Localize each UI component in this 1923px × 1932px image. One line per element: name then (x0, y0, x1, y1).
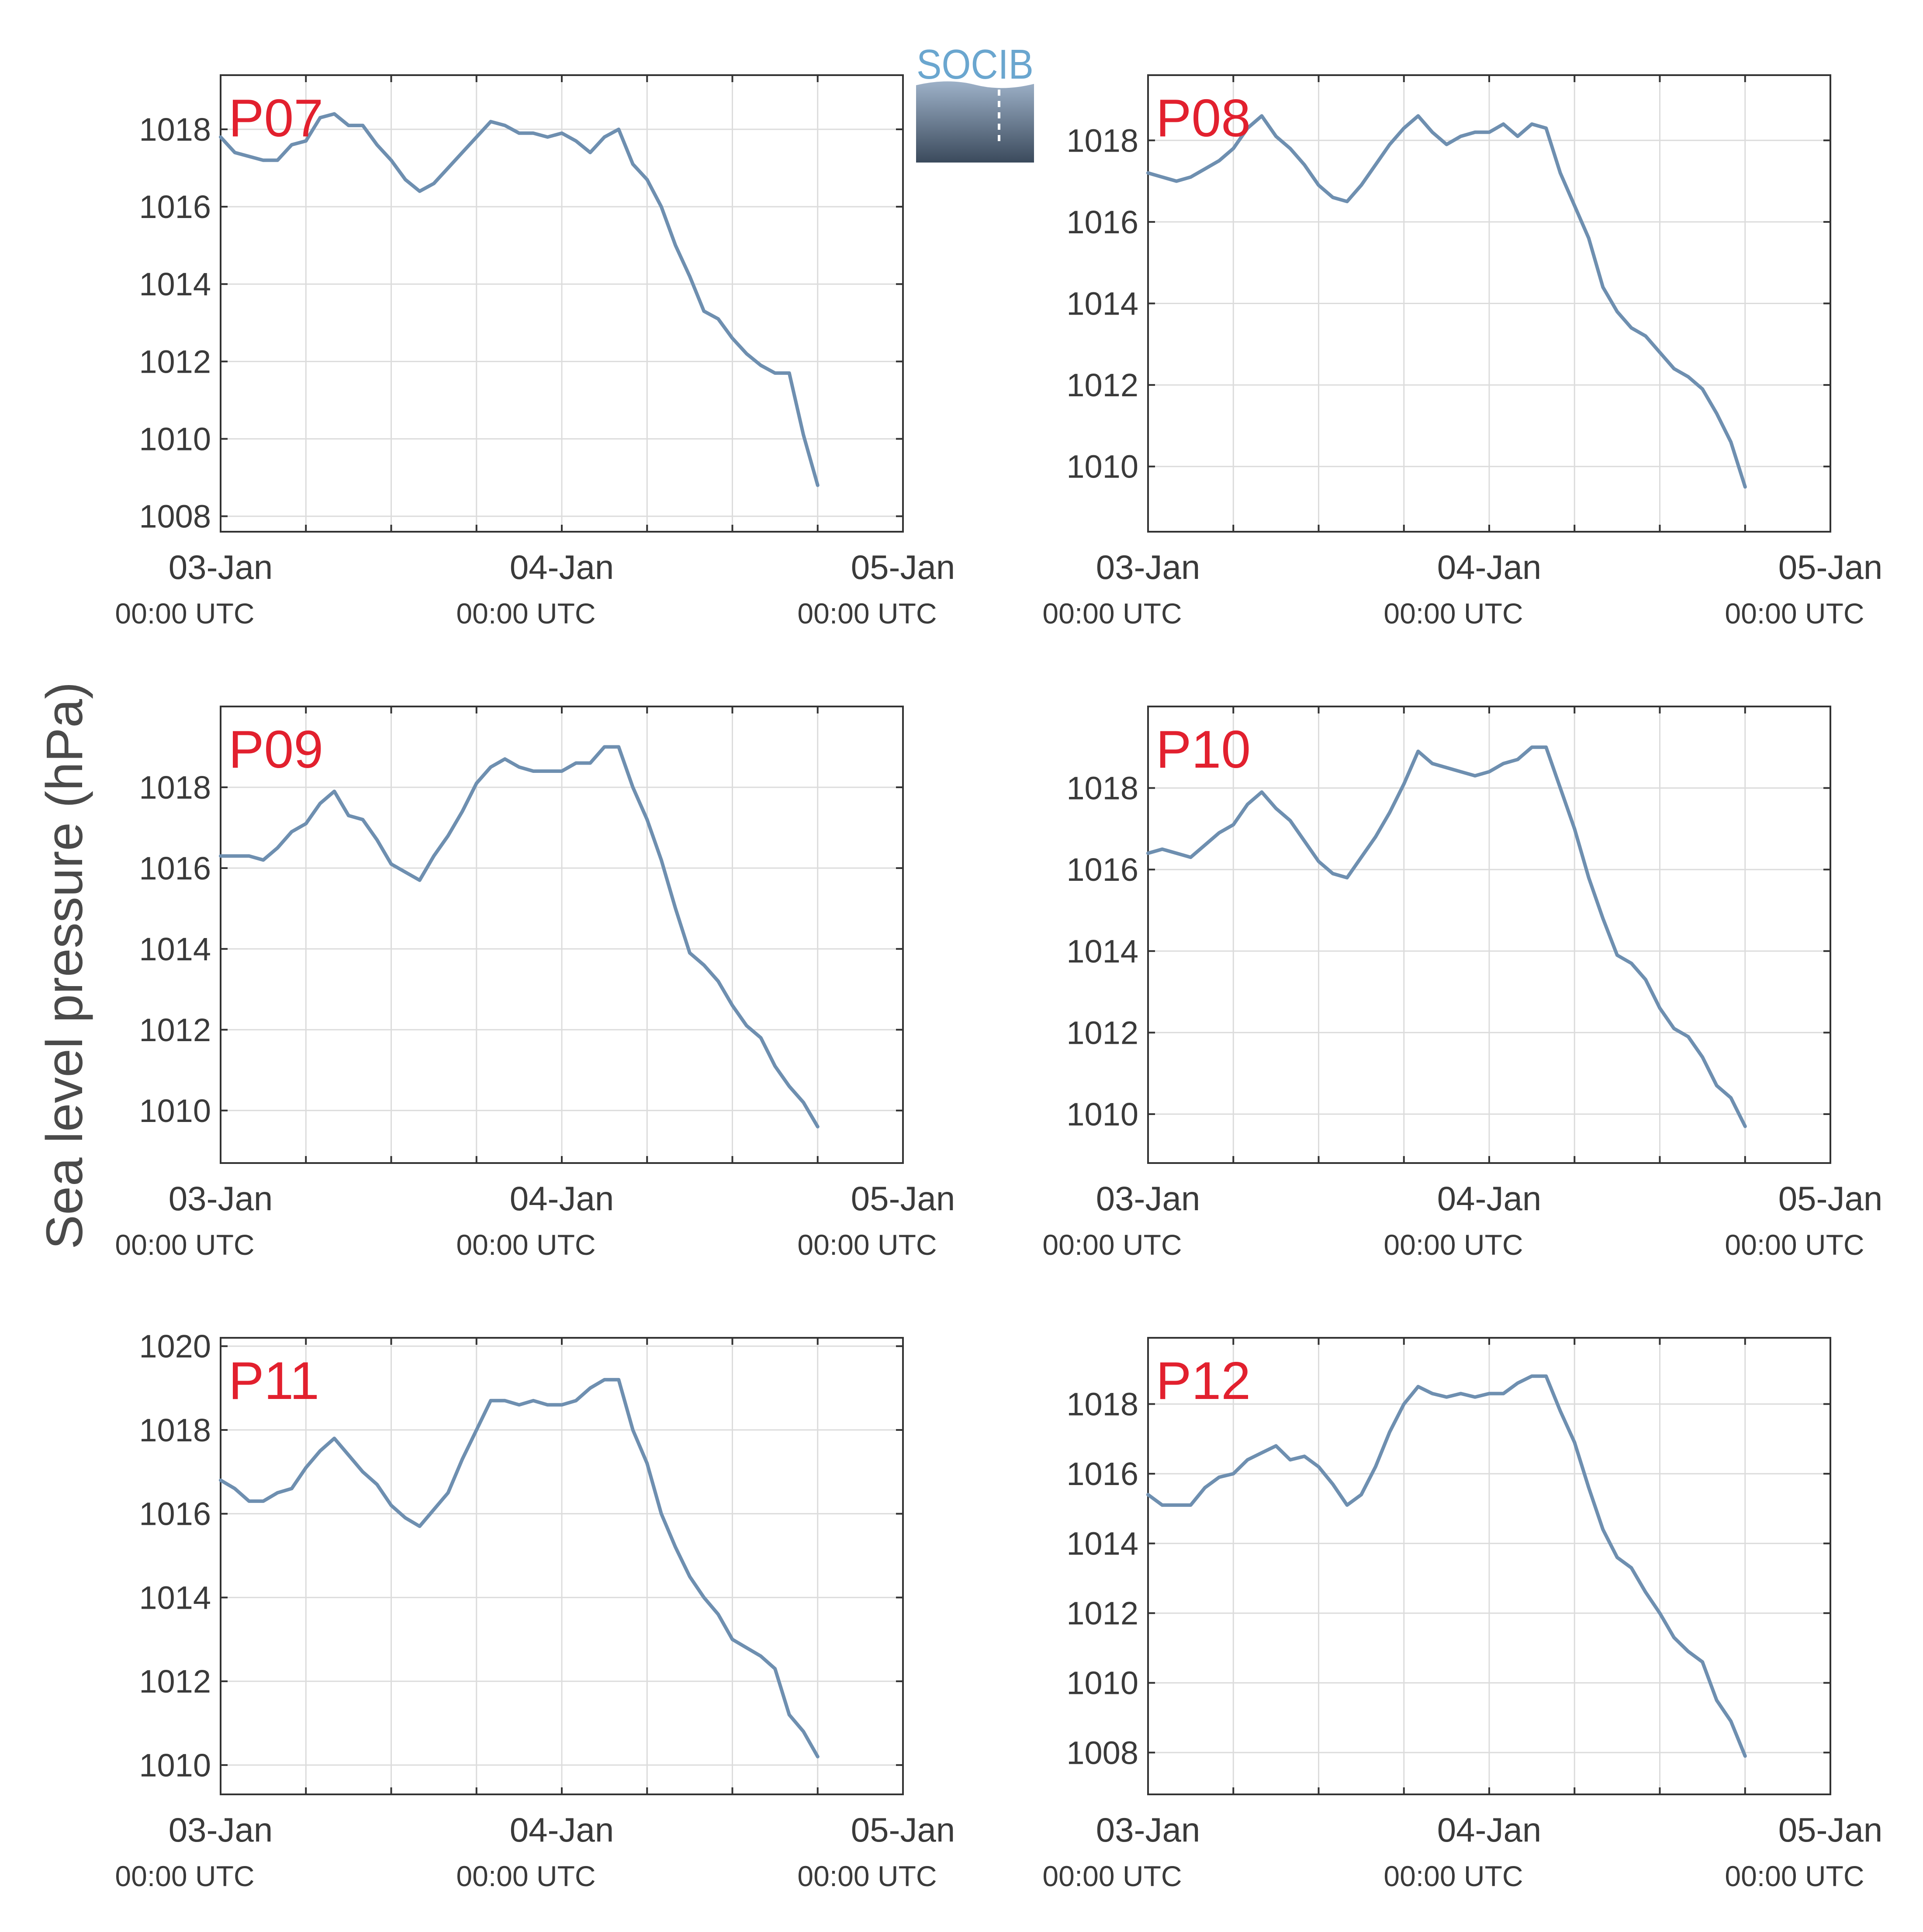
panel-p12-y-tick-label: 1010 (1066, 1665, 1138, 1701)
panel-p12-x-time-label: 00:00 UTC (1725, 1860, 1864, 1892)
panel-p07-y-tick-label: 1016 (139, 189, 211, 225)
panel-p11-y-tick-label: 1012 (139, 1663, 211, 1700)
panel-p09-label: P09 (228, 720, 323, 779)
socib-logo-wave (916, 81, 1034, 163)
panel-p07-x-time-label: 00:00 UTC (797, 597, 937, 630)
panel-p08-x-date-label: 04-Jan (1437, 548, 1542, 586)
panel-p09-pressure-line (219, 745, 820, 1129)
panel-p10-y-tick-label: 1018 (1066, 770, 1138, 807)
panel-p10-y-tick-label: 1012 (1066, 1014, 1138, 1051)
panel-p08-y-tick-label: 1016 (1066, 204, 1138, 240)
panel-p08-y-tick-label: 1014 (1066, 286, 1138, 322)
socib-logo-text: SOCIB (917, 41, 1034, 88)
panel-p12-y-tick-label: 1016 (1066, 1456, 1138, 1492)
panel-p11-y-tick-label: 1016 (139, 1496, 211, 1532)
panel-p08-x-time-label: 00:00 UTC (1383, 597, 1523, 630)
panel-p09: 1010 1012 1014 1016 1018 03-Jan 00:00 UTC 04-Ja… (115, 706, 955, 1261)
panel-p07-x-time-label: 00:00 UTC (115, 597, 254, 630)
panel-p09-y-tick-label: 1016 (139, 850, 211, 886)
panel-p12: 1008 1010 1012 1014 1016 1018 03-Jan 00:00 UTC 0… (1042, 1337, 1883, 1892)
panel-p08-x-time-label: 00:00 UTC (1725, 597, 1864, 630)
panel-p08-axes-frame (1147, 74, 1831, 533)
panel-p10: 1010 1012 1014 1016 1018 03-Jan 00:00 UTC 04-Ja… (1042, 706, 1882, 1261)
panel-p07-x-date-label: 04-Jan (510, 548, 614, 586)
panel-p09-y-tick-label: 1014 (139, 931, 211, 967)
panel-p07-pressure-line (219, 112, 820, 487)
panel-p07-y-tick-label: 1010 (139, 421, 211, 457)
panel-p10-y-tick-label: 1016 (1066, 852, 1138, 888)
panel-p11-x-time-label: 00:00 UTC (115, 1860, 254, 1892)
panel-p11-y-tick-label: 1014 (139, 1579, 211, 1616)
panel-p12-x-time-label: 00:00 UTC (1383, 1860, 1523, 1892)
panel-p10-x-time-label: 00:00 UTC (1383, 1229, 1523, 1261)
panel-p11-x-time-label: 00:00 UTC (797, 1860, 937, 1892)
panel-p08-x-time-label: 00:00 UTC (1042, 597, 1182, 630)
panel-p09-axes-frame (220, 706, 904, 1164)
panel-p07-y-tick-label: 1008 (139, 499, 211, 535)
panel-p08-y-tick-label: 1018 (1066, 122, 1138, 159)
panel-p11-y-tick-label: 1010 (139, 1747, 211, 1783)
panel-p11: 1010 1012 1014 1016 1018 1020 03-Jan 00:00 UTC 0… (115, 1328, 955, 1892)
panel-p11-axes-frame (220, 1337, 904, 1795)
panel-p09-x-date-label: 03-Jan (169, 1179, 273, 1218)
panel-p10-pressure-line (1146, 745, 1747, 1128)
panel-p12-label: P12 (1156, 1351, 1251, 1410)
panel-p12-pressure-line (1146, 1374, 1747, 1758)
panel-p12-y-tick-label: 1008 (1066, 1735, 1138, 1771)
panel-p07-axes-frame (220, 74, 904, 533)
panel-p08-label: P08 (1156, 88, 1251, 148)
panel-p08: 1010 1012 1014 1016 1018 03-Jan 00:00 UTC 04-Ja… (1042, 74, 1883, 630)
panel-p07-x-date-label: 05-Jan (851, 548, 955, 586)
panel-p10-x-date-label: 05-Jan (1778, 1179, 1883, 1218)
panel-p11-x-date-label: 03-Jan (169, 1811, 273, 1849)
panel-p11-y-tick-label: 1018 (139, 1412, 211, 1448)
panel-p09-y-tick-label: 1012 (139, 1012, 211, 1048)
panel-p08-x-date-label: 03-Jan (1096, 548, 1200, 586)
panel-p09-y-tick-label: 1010 (139, 1093, 211, 1129)
panel-p12-y-tick-label: 1012 (1066, 1595, 1138, 1631)
panel-p10-x-date-label: 03-Jan (1096, 1179, 1200, 1218)
panel-p12-y-tick-label: 1018 (1066, 1386, 1138, 1423)
panel-p10-x-time-label: 00:00 UTC (1042, 1229, 1182, 1261)
panel-p08-y-tick-label: 1010 (1066, 449, 1138, 485)
panel-p09-y-tick-label: 1018 (139, 769, 211, 806)
panel-p09-x-time-label: 00:00 UTC (115, 1229, 254, 1261)
panel-p09-x-time-label: 00:00 UTC (797, 1229, 937, 1261)
panel-p12-x-time-label: 00:00 UTC (1042, 1860, 1182, 1892)
panel-p08-x-date-label: 05-Jan (1778, 548, 1883, 586)
panel-p12-x-date-label: 03-Jan (1096, 1811, 1200, 1849)
panel-p10-label: P10 (1156, 720, 1251, 779)
panel-p07: 1008 1010 1012 1014 1016 1018 03-Jan 00:00 UTC 0… (115, 74, 955, 630)
panel-p08-y-tick-label: 1012 (1066, 367, 1138, 403)
panel-p12-x-date-label: 04-Jan (1437, 1811, 1542, 1849)
panel-p11-label: P11 (228, 1351, 319, 1410)
panel-p09-x-time-label: 00:00 UTC (456, 1229, 595, 1261)
panel-p12-axes-frame (1147, 1337, 1831, 1795)
panel-p07-y-tick-label: 1012 (139, 343, 211, 380)
panel-p10-x-time-label: 00:00 UTC (1725, 1229, 1864, 1261)
panel-p11-pressure-line (219, 1378, 820, 1759)
panel-p12-y-tick-label: 1014 (1066, 1526, 1138, 1562)
panel-p07-y-tick-label: 1014 (139, 266, 211, 302)
panel-p09-x-date-label: 05-Jan (851, 1179, 955, 1218)
panel-p07-x-date-label: 03-Jan (169, 548, 273, 586)
panel-p12-x-date-label: 05-Jan (1778, 1811, 1883, 1849)
panel-p10-y-tick-label: 1014 (1066, 933, 1138, 969)
panel-p10-axes-frame (1147, 706, 1831, 1164)
panel-p08-pressure-line (1146, 114, 1747, 489)
y-axis-label: Sea level pressure (hPa) (36, 682, 93, 1250)
panel-p07-y-tick-label: 1018 (139, 111, 211, 148)
panel-p07-x-time-label: 00:00 UTC (456, 597, 595, 630)
chart-panels: 1008 1010 1012 1014 1016 1018 03-Jan 00:00 UTC 0… (115, 74, 1883, 1892)
panel-p11-x-date-label: 05-Jan (851, 1811, 955, 1849)
panel-p10-x-date-label: 04-Jan (1437, 1179, 1542, 1218)
panel-p09-x-date-label: 04-Jan (510, 1179, 614, 1218)
panel-p11-x-time-label: 00:00 UTC (456, 1860, 595, 1892)
panel-p11-x-date-label: 04-Jan (510, 1811, 614, 1849)
panel-p07-label: P07 (228, 88, 323, 148)
panel-p10-y-tick-label: 1010 (1066, 1096, 1138, 1132)
panel-p11-y-tick-label: 1020 (139, 1328, 211, 1364)
socib-logo: SOCIB (916, 41, 1034, 163)
